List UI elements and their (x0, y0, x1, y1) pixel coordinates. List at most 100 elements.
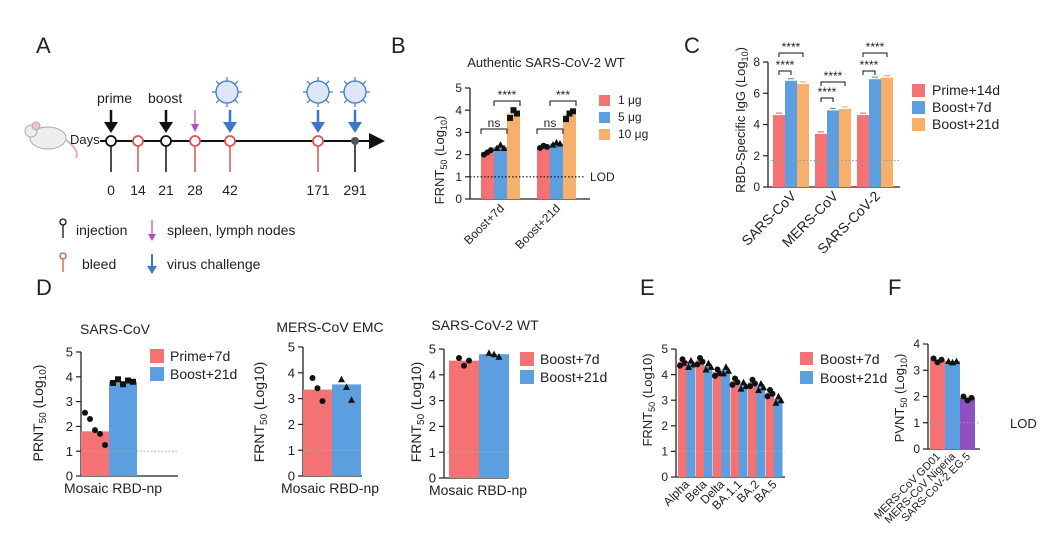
end-marker (351, 137, 359, 145)
sig-bracket (536, 128, 564, 134)
bar-ba11-s0 (730, 381, 739, 477)
bar-prime7d (81, 431, 109, 476)
y-tick-label: 4 (429, 367, 436, 382)
panel-e: E FRNT50 (Log10) 012345AlphaBetaDeltaBA.… (640, 275, 887, 513)
chart-d3-plot: 0 1 2 3 4 5 Mosaic RBD-np Boost+7d Boost+21d (429, 342, 608, 498)
y-tick-label: 5 (66, 345, 73, 360)
day-42: 42 (222, 182, 238, 198)
data-point (97, 430, 103, 437)
data-point (493, 144, 501, 151)
data-point (755, 386, 762, 393)
data-point (953, 357, 960, 365)
bar-boost21d-s1 (550, 143, 563, 199)
bar-sarscov2eg5 (960, 397, 975, 449)
chart-c-plot: 02468SARS-CoVMERS-CoVSARS-CoV-2*********… (738, 40, 1000, 257)
data-point (82, 409, 88, 416)
bleed-marker (312, 135, 324, 147)
legend-swatch (912, 101, 925, 114)
panel-letter-b: B (391, 33, 406, 58)
data-point (725, 367, 732, 374)
x-tick-label: Boost+7d (461, 201, 507, 247)
sig-label: ns (544, 116, 557, 130)
day-28: 28 (187, 182, 203, 198)
data-point (699, 358, 706, 365)
data-point (500, 144, 508, 151)
chart-d3-ylabel: FRNT50 (Log10) (408, 362, 427, 463)
chart-b-ylabel: FRNT50 (Log10) (432, 116, 449, 205)
bar-beta-s0 (695, 360, 704, 477)
y-tick-label: 4 (455, 103, 462, 117)
bar-delta-s0 (713, 372, 722, 477)
data-point (769, 390, 776, 397)
arrow-prime (104, 110, 118, 133)
y-tick-label: 2 (288, 417, 295, 432)
bar-sarscov2-s0 (857, 115, 869, 187)
bar-ba5-s1 (774, 398, 783, 477)
panel-a: A Days 0 14 (24, 33, 385, 274)
legend-label: Boost+7d (540, 351, 600, 367)
data-point (722, 363, 730, 370)
lod-label: LOD (590, 170, 615, 184)
panel-letter-a: A (36, 33, 51, 58)
legend-swatch (599, 95, 610, 106)
bar-sarscov2-s2 (881, 77, 893, 187)
y-tick-label: 4 (288, 365, 295, 380)
arrow-spleen (191, 110, 199, 132)
legend-label: Boost+7d (932, 99, 992, 115)
y-tick-label: 5 (455, 81, 462, 95)
y-tick-label: 2 (66, 419, 73, 434)
y-tick-label: 5 (288, 340, 295, 355)
data-point (694, 361, 701, 368)
data-point (740, 378, 747, 386)
chart-d2-plot: 0 1 2 3 4 5 Mosaic RBD-np (281, 340, 379, 496)
data-point (945, 357, 952, 365)
days-label: Days (70, 132, 100, 147)
y-tick-label: 6 (753, 86, 760, 100)
y-tick-label: 1 (661, 445, 668, 459)
legend-label: 1 μg (618, 93, 642, 107)
data-point (488, 147, 494, 154)
data-point (309, 374, 316, 381)
chart-d2-title: MERS-CoV EMC (276, 319, 383, 335)
data-point (760, 383, 767, 391)
chart-b-plot: 0 1 2 3 4 5 Boost+7d Boost+21d LOD ns **** ns *** 1 μ… (455, 81, 648, 252)
bar-alpha-s1 (686, 363, 695, 477)
legend-label: 10 μg (618, 127, 648, 141)
legend-label: 5 μg (618, 110, 642, 124)
data-point (707, 363, 715, 370)
data-point (130, 378, 136, 385)
legend-swatch (520, 352, 534, 366)
panel-d: D SARS-CoV MERS-CoV EMC SARS-CoV-2 WT PR… (30, 275, 607, 498)
y-tick-label: 0 (753, 180, 760, 194)
data-point (115, 376, 121, 383)
sig-label: **** (498, 88, 517, 102)
day-14: 14 (130, 182, 146, 198)
day-171: 171 (306, 182, 330, 198)
y-tick-label: 4 (661, 368, 668, 382)
mouse-icon (24, 121, 78, 159)
sig-label: **** (824, 69, 843, 83)
panel-letter-c: C (684, 33, 700, 58)
legend-label: Boost+7d (820, 351, 880, 367)
legend-swatch (800, 352, 813, 365)
y-tick-label: 0 (288, 469, 295, 484)
bar-boost7d-s0 (481, 152, 494, 199)
data-point (563, 116, 569, 123)
sig-label: **** (860, 58, 879, 72)
sig-bracket (820, 97, 834, 102)
data-point (314, 385, 321, 392)
bar-beta-s1 (704, 365, 713, 477)
data-point (92, 427, 98, 434)
data-point (747, 383, 753, 390)
legend-label: Boost+21d (540, 369, 607, 385)
x-axis-label: Mosaic RBD-np (281, 480, 379, 496)
y-tick-label: 5 (661, 342, 668, 356)
chart-d2-ylabel: FRNT50 (Log10) (251, 362, 270, 463)
injection-marker (105, 135, 117, 147)
bar-boost7d-s2 (507, 113, 520, 199)
data-point (343, 383, 350, 390)
data-point (777, 396, 785, 404)
sig-bracket (862, 70, 876, 75)
data-point (960, 393, 967, 400)
data-point (495, 353, 503, 360)
